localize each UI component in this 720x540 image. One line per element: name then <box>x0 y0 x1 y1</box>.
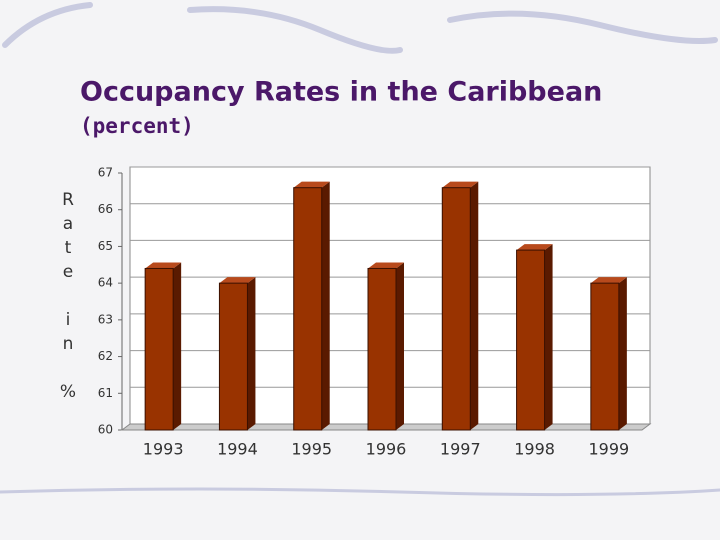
bar-side <box>544 244 553 430</box>
y-tick-label: 61 <box>98 386 113 400</box>
bar-side <box>173 262 182 430</box>
bar-top <box>590 277 627 284</box>
bar-top <box>442 181 479 188</box>
x-tick-label: 1993 <box>143 440 184 459</box>
squiggle <box>2 2 93 48</box>
squiggle <box>187 6 403 54</box>
bar-side <box>470 181 479 430</box>
bar-top <box>219 277 256 284</box>
bar <box>441 187 471 431</box>
bar-side <box>618 277 627 430</box>
bar-top <box>145 262 182 269</box>
bar <box>590 282 620 431</box>
y-tick-label: 67 <box>98 166 113 180</box>
bar <box>218 282 248 431</box>
squiggle <box>0 487 720 497</box>
x-tick-label: 1998 <box>514 440 555 459</box>
bar-side <box>321 181 330 430</box>
y-tick-label: 66 <box>98 202 113 216</box>
y-axis-label: Rate in % <box>58 190 78 406</box>
y-tick-label: 62 <box>98 349 113 363</box>
x-tick-label: 1999 <box>588 440 629 459</box>
bar-top <box>368 262 404 269</box>
bar <box>367 267 397 431</box>
bar-side <box>247 277 256 430</box>
x-tick-label: 1995 <box>291 440 332 459</box>
bar-top <box>293 181 330 188</box>
chart-subtitle: (percent) <box>80 114 194 138</box>
y-tick-label: 64 <box>98 276 113 290</box>
bar <box>516 249 546 431</box>
bar-top <box>516 244 553 251</box>
y-tick-label: 65 <box>98 239 113 253</box>
bar <box>144 267 174 431</box>
chart-title: Occupancy Rates in the Caribbean <box>80 77 602 108</box>
bar <box>293 187 323 431</box>
x-tick-label: 1994 <box>217 440 258 459</box>
squiggle <box>447 10 718 44</box>
bar-side <box>396 262 404 430</box>
x-tick-label: 1996 <box>366 440 407 459</box>
y-tick-label: 60 <box>98 423 113 437</box>
decoration <box>0 2 720 497</box>
y-tick-label: 63 <box>98 312 113 326</box>
x-tick-label: 1997 <box>440 440 481 459</box>
